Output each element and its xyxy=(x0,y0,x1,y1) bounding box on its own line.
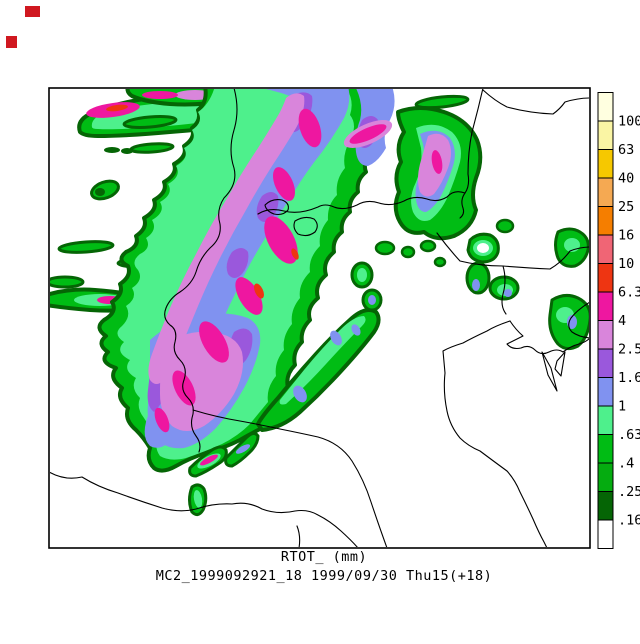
legend-box xyxy=(597,120,614,150)
legend-labels: 100 63 40 25 16 10 6.3 4 2.5 1.6 1 .63 .… xyxy=(618,114,640,529)
legend-label: .63 xyxy=(618,427,640,443)
legend-box xyxy=(597,405,614,435)
legend-box xyxy=(597,491,614,521)
legend-label: 2.5 xyxy=(618,342,640,358)
coastline xyxy=(257,89,484,215)
legend-label: .16 xyxy=(618,513,640,529)
coastline xyxy=(436,232,589,270)
coastline xyxy=(164,89,238,453)
legend-box xyxy=(597,234,614,264)
precipitation-field xyxy=(50,89,589,517)
red-marker xyxy=(25,6,40,17)
island-outline xyxy=(554,351,566,377)
coastline xyxy=(506,320,589,355)
red-marker xyxy=(6,36,17,48)
coastline xyxy=(482,89,589,115)
coastline xyxy=(442,320,548,547)
coastlines xyxy=(50,89,589,547)
legend-label: 100 xyxy=(618,114,640,130)
legend-box xyxy=(597,348,614,378)
legend-label: 1.6 xyxy=(618,370,640,386)
legend-label: .25 xyxy=(618,484,640,500)
coastline xyxy=(568,301,589,339)
lake-outline xyxy=(264,199,289,216)
legend-label: 1 xyxy=(618,399,626,415)
legend-box xyxy=(597,377,614,407)
map-frame xyxy=(48,87,591,549)
map-content xyxy=(50,89,589,547)
legend-box xyxy=(597,462,614,492)
chart-title: RTOT_ (mm) xyxy=(281,549,367,565)
legend-label: 63 xyxy=(618,142,634,158)
lake-outline xyxy=(293,216,318,237)
legend-box xyxy=(597,291,614,321)
coastline xyxy=(459,192,466,219)
legend-box xyxy=(597,177,614,207)
legend-label: 10 xyxy=(618,256,634,272)
legend-box xyxy=(597,320,614,350)
coastline xyxy=(192,409,388,547)
chart-subtitle: MC2_1999092921_18 1999/09/30 Thu15(+18) xyxy=(156,568,492,584)
coastline xyxy=(296,525,301,547)
red-markers xyxy=(6,6,40,48)
legend-box xyxy=(597,206,614,236)
legend-label: 6.3 xyxy=(618,285,640,301)
legend-box xyxy=(597,434,614,464)
legend-label: 40 xyxy=(618,171,634,187)
legend-box xyxy=(597,92,614,122)
legend-label: .4 xyxy=(618,456,634,472)
legend-label: 4 xyxy=(618,313,626,329)
legend-colorbar xyxy=(597,92,614,549)
legend-box xyxy=(597,263,614,293)
legend-box xyxy=(597,149,614,179)
island-outline xyxy=(541,351,558,392)
legend-label: 25 xyxy=(618,199,634,215)
coastline xyxy=(501,265,507,315)
legend-box xyxy=(597,519,614,549)
legend-label: 16 xyxy=(618,228,634,244)
coastline xyxy=(50,471,358,547)
